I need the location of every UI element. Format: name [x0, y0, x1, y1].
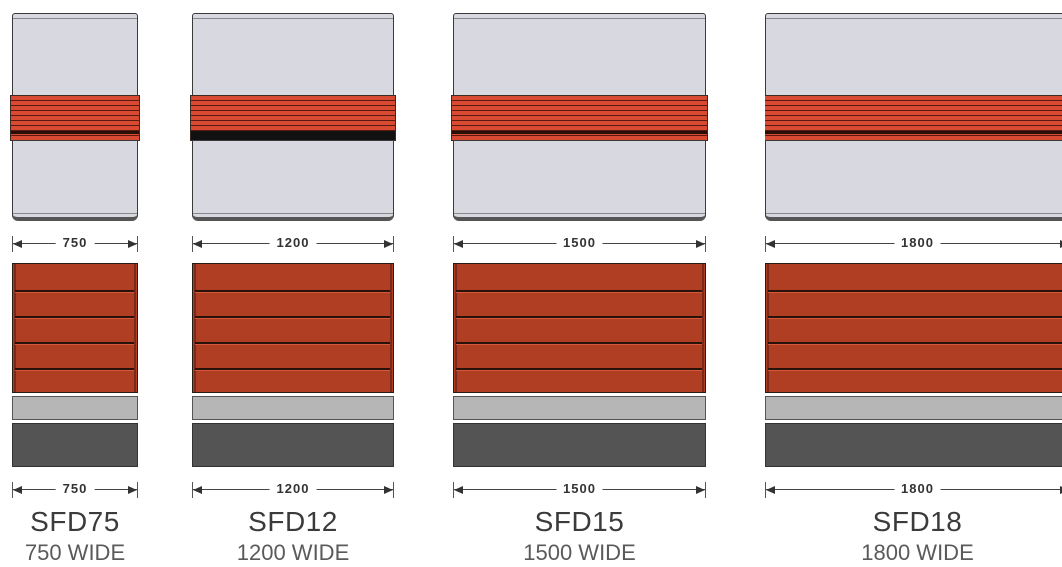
dimension-label: 750: [55, 235, 95, 251]
model-width-caption: 1800 WIDE: [861, 540, 974, 565]
shelf-band: [190, 95, 396, 141]
arrow-right-icon: [1060, 486, 1062, 494]
base-plinth: [192, 423, 394, 467]
upper-glass-panel: [453, 13, 706, 97]
arrow-right-icon: [1060, 240, 1062, 248]
drawer-stack: [192, 263, 394, 393]
drawer-stack: [453, 263, 706, 393]
arrow-left-icon: [766, 240, 775, 248]
top-view-drawing: [765, 13, 1062, 221]
drawer-stack: [12, 263, 138, 393]
arrow-right-icon: [384, 486, 393, 494]
model-name: SFD12: [248, 506, 338, 537]
base-plinth: [765, 423, 1062, 467]
arrow-right-icon: [696, 486, 705, 494]
front-view-drawing: [453, 263, 706, 467]
model-width-caption: 1500 WIDE: [523, 540, 636, 565]
arrow-left-icon: [766, 486, 775, 494]
dimension-label: 1200: [269, 235, 317, 251]
top-width-dimension: 1200: [192, 235, 394, 252]
front-view-drawing: [12, 263, 138, 467]
bottom-width-dimension: 1800: [765, 481, 1062, 498]
arrow-right-icon: [384, 240, 393, 248]
arrow-left-icon: [193, 486, 202, 494]
model-name: SFD15: [534, 506, 625, 537]
lower-glass-panel: [12, 140, 138, 221]
top-width-dimension: 1800: [765, 235, 1062, 252]
top-view-drawing: [10, 13, 140, 221]
shelf-band: [451, 95, 708, 141]
lower-glass-panel: [453, 140, 706, 221]
bottom-width-dimension: 750: [12, 481, 138, 498]
top-width-dimension: 750: [12, 235, 138, 252]
unit-sfd75: 750 750 SFD75 750 WIDE: [10, 0, 140, 567]
lower-glass-panel: [192, 140, 394, 221]
unit-sfd18: 1800 1800 SFD18 1800 WIDE: [765, 0, 1062, 567]
dimension-label: 750: [55, 481, 95, 497]
front-view-drawing: [192, 263, 394, 467]
top-width-dimension: 1500: [453, 235, 706, 252]
dimension-label: 1800: [894, 235, 941, 251]
dimension-label: 1800: [894, 481, 941, 497]
bottom-width-dimension: 1200: [192, 481, 394, 498]
kick-plate: [12, 396, 138, 420]
model-width-caption: 1200 WIDE: [236, 540, 350, 565]
upper-glass-panel: [12, 13, 138, 97]
top-view-drawing: [190, 13, 396, 221]
model-name: SFD75: [30, 506, 120, 537]
arrow-left-icon: [13, 240, 22, 248]
dimension-label: 1500: [556, 235, 603, 251]
shelf-band: [765, 95, 1062, 141]
model-name: SFD18: [872, 506, 963, 537]
upper-glass-panel: [192, 13, 394, 97]
arrow-left-icon: [193, 240, 202, 248]
drawer-stack: [765, 263, 1062, 393]
top-view-drawing: [451, 13, 708, 221]
upper-glass-panel: [765, 13, 1062, 97]
unit-sfd15: 1500 1500 SFD15 1500 WIDE: [451, 0, 708, 567]
kick-plate: [765, 396, 1062, 420]
front-view-drawing: [765, 263, 1062, 467]
arrow-right-icon: [696, 240, 705, 248]
kick-plate: [192, 396, 394, 420]
model-width-caption: 750 WIDE: [24, 540, 126, 565]
kick-plate: [453, 396, 706, 420]
arrow-left-icon: [13, 486, 22, 494]
lower-glass-panel: [765, 140, 1062, 221]
dimension-label: 1200: [269, 481, 317, 497]
unit-sfd12: 1200 1200 SFD12 1200 WIDE: [190, 0, 396, 567]
base-plinth: [12, 423, 138, 467]
arrow-left-icon: [454, 240, 463, 248]
arrow-right-icon: [128, 486, 137, 494]
shelf-band: [10, 95, 140, 141]
bottom-width-dimension: 1500: [453, 481, 706, 498]
base-plinth: [453, 423, 706, 467]
arrow-left-icon: [454, 486, 463, 494]
arrow-right-icon: [128, 240, 137, 248]
dimension-label: 1500: [556, 481, 603, 497]
